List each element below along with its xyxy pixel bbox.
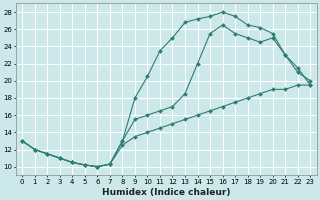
X-axis label: Humidex (Indice chaleur): Humidex (Indice chaleur) xyxy=(102,188,230,197)
